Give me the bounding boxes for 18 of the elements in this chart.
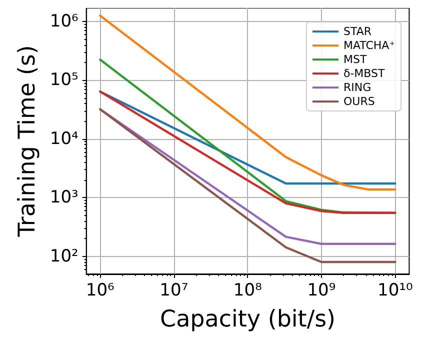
legend-label: STAR [343,25,372,38]
legend-label: RING [343,81,372,94]
y-tick-label: 10⁴ [50,128,79,149]
x-tick-label: 10⁷ [160,280,188,300]
x-tick-label: 10¹⁰ [378,280,413,300]
x-tick-label: 10⁸ [233,280,262,300]
y-tick-label: 10⁵ [50,70,78,90]
x-tick-label: 10⁶ [86,280,115,300]
y-tick-label: 10⁶ [50,12,79,32]
y-tick-label: 10³ [50,188,78,208]
x-axis-title: Capacity (bit/s) [160,306,336,332]
legend-label: δ-MBST [343,67,386,80]
y-tick-label: 10² [50,246,78,266]
legend-label: MATCHA⁺ [343,39,396,52]
legend-label: MST [343,53,367,66]
y-axis-title: Training Time (s) [14,45,40,238]
legend-label: OURS [343,95,375,108]
x-tick-label: 10⁹ [307,280,336,300]
